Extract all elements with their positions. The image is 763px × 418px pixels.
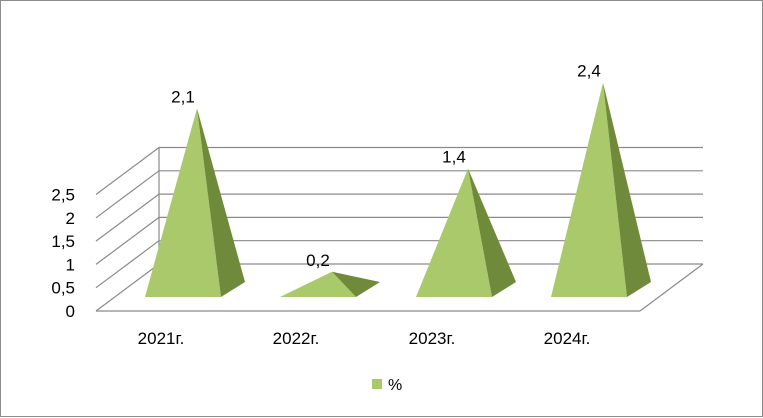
legend-label: % (388, 377, 402, 394)
x-tick-label: 2023г. (409, 329, 456, 348)
y-tick-label: 2 (66, 209, 75, 228)
data-label: 2,1 (171, 87, 195, 106)
bar-4: 2,4 (551, 62, 651, 297)
gridline-side (95, 263, 160, 312)
y-tick-label: 2,5 (51, 186, 75, 205)
y-tick-label: 0 (66, 302, 75, 321)
bar-2: 0,2 (280, 251, 380, 297)
gridline-side (95, 193, 160, 242)
y-axis-ticks: 0 0,5 1 1,5 2 2,5 (51, 186, 75, 322)
data-label: 1,4 (442, 148, 466, 167)
gridline-side (95, 170, 160, 219)
floor-right-edge (639, 263, 704, 312)
x-tick-label: 2022г. (273, 329, 320, 348)
chart-gridlines (95, 146, 704, 312)
y-tick-label: 1 (66, 255, 75, 274)
bar-front-face (551, 82, 627, 297)
bar-front-face (280, 271, 356, 297)
y-tick-label: 0,5 (51, 279, 75, 298)
bar-front-face (145, 108, 221, 298)
bar-side-face (332, 271, 380, 297)
gridline-side (95, 216, 160, 265)
bar-front-face (416, 168, 492, 297)
legend-swatch (372, 379, 382, 389)
x-axis-ticks: 2021г. 2022г. 2023г. 2024г. (138, 329, 591, 348)
x-tick-label: 2024г. (544, 329, 591, 348)
gridline-side (95, 240, 160, 289)
x-tick-label: 2021г. (138, 329, 185, 348)
y-tick-label: 1,5 (51, 232, 75, 251)
bar-side-face (468, 168, 516, 297)
gridline-side (95, 147, 160, 195)
bar-1: 2,1 (145, 87, 245, 298)
chart-bars: 2,1 0,2 1,4 2,4 (145, 62, 651, 298)
bar-side-face (197, 108, 245, 298)
data-label: 2,4 (577, 62, 601, 81)
chart-legend: % (372, 377, 402, 394)
data-label: 0,2 (306, 251, 330, 270)
bar-3: 1,4 (416, 148, 516, 297)
bar-side-face (603, 82, 651, 297)
